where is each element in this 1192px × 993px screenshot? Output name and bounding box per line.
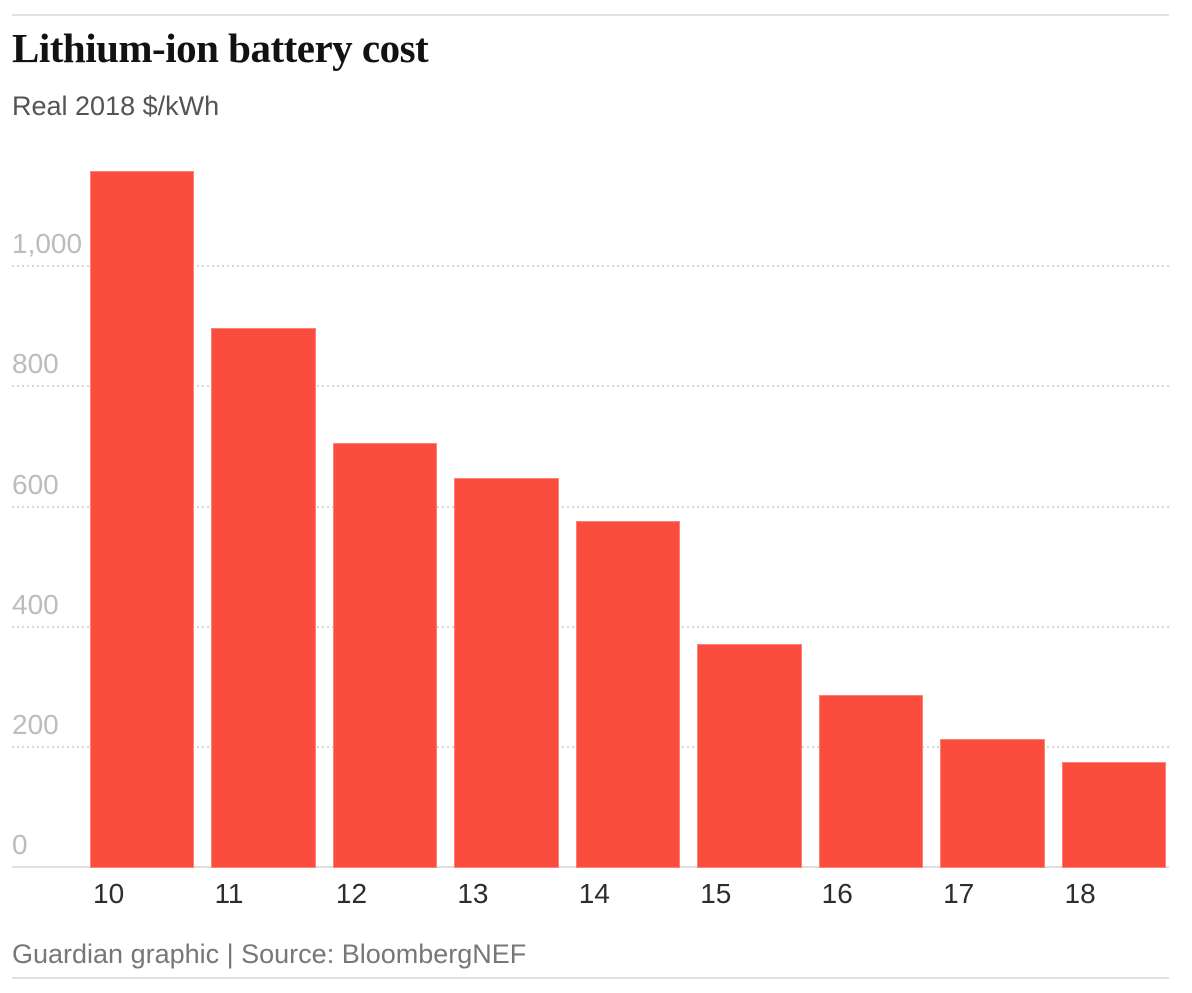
- x-tick-label: 14: [576, 880, 680, 908]
- y-tick-label: 400: [12, 591, 59, 619]
- y-tick-label: 800: [12, 350, 59, 378]
- bar: [333, 443, 437, 868]
- x-tick-label: 17: [940, 880, 1044, 908]
- bar: [211, 328, 315, 868]
- x-tick-label: 11: [211, 880, 315, 908]
- top-rule: [12, 14, 1169, 16]
- y-tick-label: 200: [12, 711, 59, 739]
- bars-group: [90, 140, 1166, 868]
- x-tick-label: 10: [90, 880, 194, 908]
- chart-title: Lithium-ion battery cost: [12, 26, 428, 71]
- y-tick-label: 0: [12, 831, 28, 859]
- bottom-rule: [12, 977, 1169, 979]
- bar-chart-plot-area: 0 200 400 600 800 1,000: [12, 140, 1169, 868]
- source-caption: Guardian graphic | Source: BloombergNEF: [12, 938, 526, 970]
- bar: [940, 739, 1044, 868]
- y-tick-label: 600: [12, 471, 59, 499]
- x-axis-labels: 10 11 12 13 14 15 16 17 18: [90, 880, 1166, 908]
- chart-subtitle: Real 2018 $/kWh: [12, 90, 219, 122]
- x-tick-label: 15: [697, 880, 801, 908]
- x-tick-label: 13: [454, 880, 558, 908]
- bar: [90, 171, 194, 868]
- bar: [1062, 762, 1166, 868]
- bar: [454, 478, 558, 868]
- bar: [576, 521, 680, 868]
- x-tick-label: 12: [333, 880, 437, 908]
- x-tick-label: 16: [819, 880, 923, 908]
- bar: [697, 644, 801, 868]
- bar: [819, 695, 923, 868]
- battery-cost-chart-figure: Lithium-ion battery cost Real 2018 $/kWh…: [0, 0, 1192, 993]
- x-tick-label: 18: [1062, 880, 1166, 908]
- y-tick-label: 1,000: [12, 230, 82, 258]
